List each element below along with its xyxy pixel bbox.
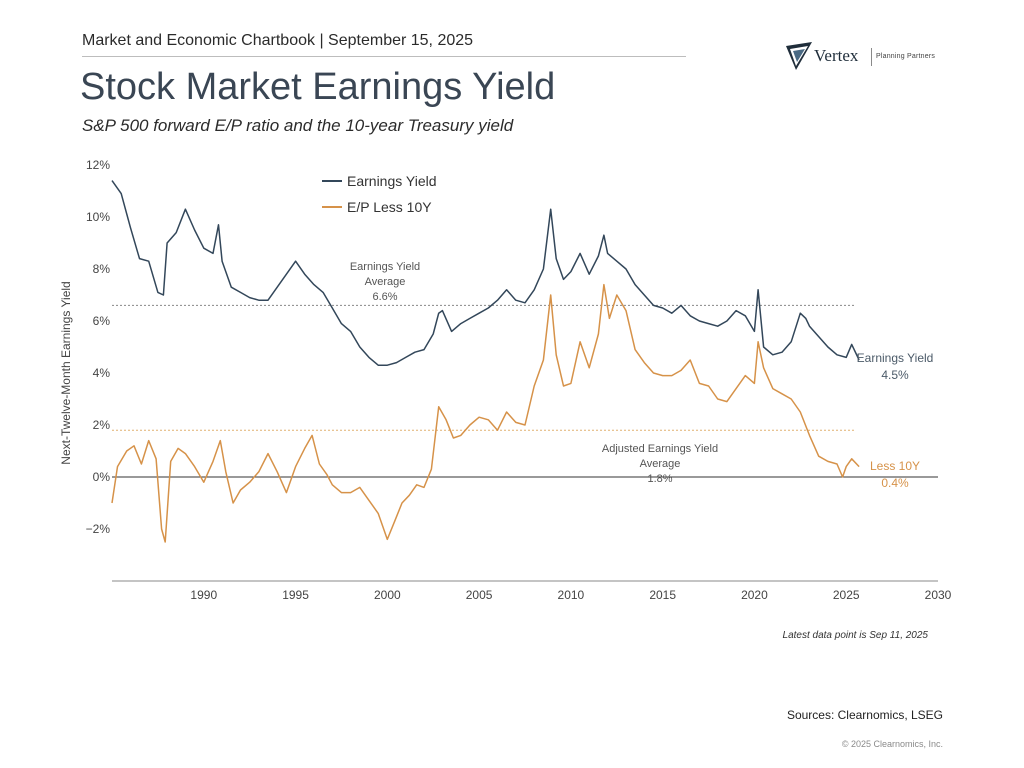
logo-tagline: Planning Partners bbox=[876, 53, 936, 60]
x-tick-label: 2010 bbox=[558, 588, 585, 602]
header-divider bbox=[82, 56, 686, 57]
logo-divider bbox=[871, 48, 872, 66]
y-tick-label: −2% bbox=[86, 522, 111, 536]
x-tick-label: 1990 bbox=[190, 588, 217, 602]
chartbook-header: Market and Economic Chartbook | Septembe… bbox=[82, 32, 474, 49]
average-label: Average bbox=[365, 276, 406, 288]
average-label: 1.8% bbox=[647, 473, 672, 485]
y-tick-label: 0% bbox=[93, 470, 111, 484]
x-tick-label: 1995 bbox=[282, 588, 309, 602]
y-tick-label: 2% bbox=[93, 418, 111, 432]
logo-name: Vertex bbox=[814, 46, 859, 65]
vertex-chevron-icon bbox=[786, 42, 812, 70]
y-tick-label: 10% bbox=[86, 210, 110, 224]
x-tick-label: 2005 bbox=[466, 588, 493, 602]
x-tick-label: 2030 bbox=[925, 588, 952, 602]
copyright-text: © 2025 Clearnomics, Inc. bbox=[841, 739, 943, 749]
earnings-yield-end-label: 4.5% bbox=[881, 368, 909, 382]
latest-data-note: Latest data point is Sep 11, 2025 bbox=[782, 630, 928, 641]
less-10y-end-label: Less 10Y bbox=[870, 459, 920, 473]
average-label: Adjusted Earnings Yield bbox=[602, 443, 718, 455]
legend-entry: Earnings Yield bbox=[347, 173, 437, 189]
average-label: 6.6% bbox=[372, 291, 397, 303]
earnings-yield-line bbox=[111, 180, 860, 366]
x-tick-label: 2020 bbox=[741, 588, 768, 602]
legend-entry: E/P Less 10Y bbox=[347, 199, 432, 215]
x-tick-label: 2025 bbox=[833, 588, 860, 602]
earnings-yield-end-label: Earnings Yield bbox=[857, 351, 934, 365]
average-label: Earnings Yield bbox=[350, 261, 420, 273]
y-tick-label: 12% bbox=[86, 158, 110, 172]
x-tick-label: 2015 bbox=[649, 588, 676, 602]
average-label: Average bbox=[640, 458, 681, 470]
ep-less-10y-line bbox=[111, 283, 860, 543]
y-tick-label: 8% bbox=[93, 262, 111, 276]
y-tick-label: 4% bbox=[93, 366, 111, 380]
page-subtitle: S&P 500 forward E/P ratio and the 10-yea… bbox=[82, 116, 514, 135]
less-10y-end-label: 0.4% bbox=[881, 476, 909, 490]
sources-text: Sources: Clearnomics, LSEG bbox=[786, 708, 943, 722]
x-tick-label: 2000 bbox=[374, 588, 401, 602]
y-tick-label: 6% bbox=[93, 314, 111, 328]
vertex-logo: Vertex Planning Partners bbox=[784, 40, 944, 76]
page-title: Stock Market Earnings Yield bbox=[80, 66, 556, 108]
y-axis-label: Next-Twelve-Month Earnings Yield bbox=[59, 281, 73, 464]
